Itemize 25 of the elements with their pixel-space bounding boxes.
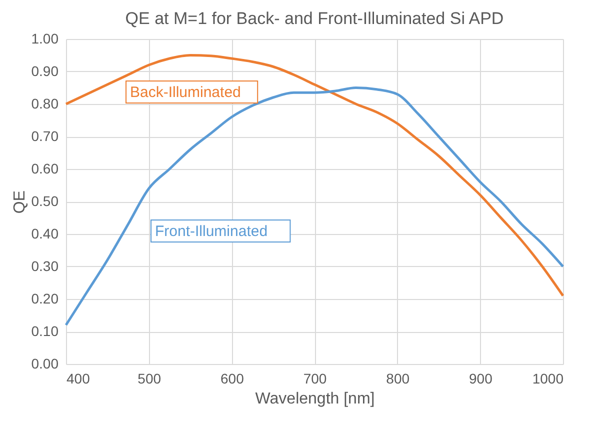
x-tick-label: 600: [220, 370, 244, 386]
y-tick-label: 0.20: [31, 290, 59, 306]
x-tick-label: 500: [138, 370, 162, 386]
y-tick-label: 0.30: [31, 258, 59, 274]
y-tick-label: 0.40: [31, 226, 59, 242]
y-tick-label: 1.00: [31, 30, 59, 46]
line-series: [64, 86, 564, 326]
x-axis-title: Wavelength [nm]: [255, 390, 375, 408]
x-tick-label: 900: [468, 370, 493, 386]
y-tick-label: 0.70: [31, 128, 59, 144]
x-tick-label: 1000: [532, 370, 564, 386]
y-tick-label: 0.00: [31, 356, 59, 372]
y-tick-label: 0.10: [31, 323, 59, 339]
y-tick-label: 0.90: [31, 63, 59, 79]
line-series: [64, 54, 564, 297]
series-label: Back-Illuminated: [130, 84, 241, 101]
x-tick-label: 700: [303, 370, 327, 386]
series-label: Front-Illuminated: [155, 223, 268, 240]
chart-title: QE at M=1 for Back- and Front-Illuminated Si APD: [125, 9, 504, 28]
y-tick-label: 0.60: [31, 160, 59, 176]
y-tick-label: 0.50: [31, 193, 59, 209]
y-axis-title: QE: [11, 190, 28, 214]
x-tick-label: 800: [386, 370, 410, 386]
x-tick-label: 400: [66, 370, 90, 386]
y-tick-label: 0.80: [31, 96, 59, 112]
